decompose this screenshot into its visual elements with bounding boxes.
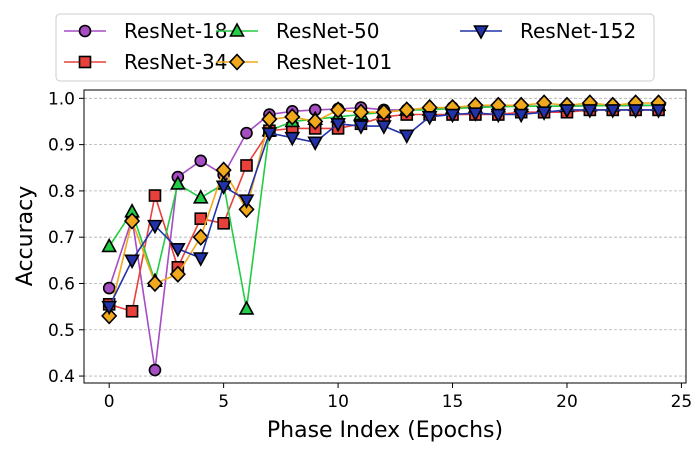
y-tick-label: 0.5 — [48, 321, 75, 341]
data-point — [261, 127, 278, 142]
x-tick-label: 20 — [556, 392, 578, 412]
data-point — [261, 110, 278, 128]
series-line-resnet-152 — [108, 109, 659, 307]
data-point — [217, 217, 230, 230]
data-point — [194, 154, 208, 168]
data-point — [650, 104, 667, 119]
data-point — [170, 242, 186, 258]
y-tick-label: 0.4 — [48, 367, 75, 387]
legend-marker — [229, 22, 245, 37]
data-point — [101, 237, 118, 253]
data-point — [330, 117, 346, 133]
data-point — [627, 104, 644, 119]
series-layer — [101, 94, 667, 377]
x-tick-label: 0 — [104, 392, 115, 412]
data-point — [467, 107, 484, 122]
legend-frame — [55, 13, 655, 82]
data-point — [148, 189, 162, 202]
x-axis: 0 5 10 15 20 25 — [104, 383, 692, 412]
data-point — [559, 104, 575, 119]
data-point — [238, 194, 255, 209]
data-point — [513, 108, 530, 124]
legend-marker — [228, 53, 246, 71]
data-point — [238, 300, 255, 315]
plot-frame — [83, 89, 687, 384]
x-tick-label: 25 — [671, 392, 693, 412]
legend-item: ResNet-50 — [216, 19, 380, 43]
data-point — [604, 104, 621, 119]
data-point — [192, 189, 209, 204]
data-point — [536, 106, 552, 121]
data-point — [102, 281, 116, 295]
data-point — [194, 212, 208, 225]
data-point — [375, 103, 392, 121]
data-point — [147, 219, 163, 235]
data-point — [329, 101, 347, 119]
data-point — [398, 101, 415, 119]
data-point — [146, 274, 164, 293]
data-point — [124, 254, 140, 270]
data-point — [123, 212, 141, 230]
legend: ResNet-18 ResNet-34 ResNet-50 ResNet-101 Res… — [55, 13, 655, 82]
x-axis-label: Phase Index (Epochs) — [267, 418, 503, 443]
data-point — [125, 304, 139, 318]
y-tick-label: 1.0 — [48, 89, 75, 109]
legend-item: ResNet-101 — [216, 50, 392, 74]
data-point — [582, 104, 598, 119]
y-tick-label: 0.8 — [48, 182, 75, 202]
y-tick-label: 0.6 — [48, 274, 75, 294]
y-axis: 0.4 0.5 0.6 0.7 0.8 0.9 1.0 — [48, 89, 84, 387]
series-resnet-18 — [102, 98, 665, 377]
grid-lines — [84, 97, 686, 377]
data-point — [284, 108, 301, 126]
series-resnet-34 — [102, 103, 665, 318]
legend-label: ResNet-50 — [276, 19, 380, 43]
data-point — [215, 161, 232, 179]
data-point — [398, 129, 415, 145]
data-point — [148, 363, 162, 377]
x-tick-label: 10 — [327, 392, 349, 412]
data-point — [170, 175, 186, 190]
legend-label: ResNet-101 — [276, 50, 392, 74]
legend-marker — [78, 55, 92, 69]
data-point — [284, 131, 301, 147]
data-point — [215, 180, 232, 195]
y-tick-label: 0.7 — [48, 228, 75, 248]
legend-label: ResNet-18 — [124, 19, 228, 43]
data-point — [238, 200, 255, 219]
data-point — [353, 120, 369, 135]
data-point — [192, 252, 209, 267]
data-point — [101, 300, 118, 316]
data-point — [352, 103, 370, 121]
data-point — [444, 108, 461, 124]
legend-item: ResNet-34 — [64, 50, 228, 74]
y-tick-label: 0.9 — [48, 136, 75, 156]
series-line-resnet-50 — [108, 104, 659, 310]
legend-item: ResNet-152 — [460, 19, 636, 43]
data-point — [169, 265, 186, 283]
data-point — [307, 112, 324, 131]
legend-item: ResNet-18 — [64, 19, 228, 43]
legend-label: ResNet-34 — [124, 50, 228, 74]
data-point — [240, 159, 253, 172]
data-point — [101, 307, 118, 325]
data-point — [421, 111, 438, 126]
legend-marker — [78, 24, 92, 38]
data-point — [240, 126, 253, 140]
data-point — [192, 228, 209, 246]
data-point — [376, 120, 392, 135]
series-line-resnet-34 — [108, 109, 659, 313]
data-point — [307, 136, 324, 151]
series-resnet-152 — [101, 104, 667, 316]
series-line-resnet-101 — [108, 102, 659, 317]
legend-label: ResNet-152 — [520, 19, 636, 43]
legend-marker — [473, 25, 489, 40]
y-axis-label: Accuracy — [13, 186, 38, 286]
x-tick-label: 5 — [218, 392, 229, 412]
x-tick-label: 15 — [442, 392, 464, 412]
data-point — [490, 108, 507, 124]
